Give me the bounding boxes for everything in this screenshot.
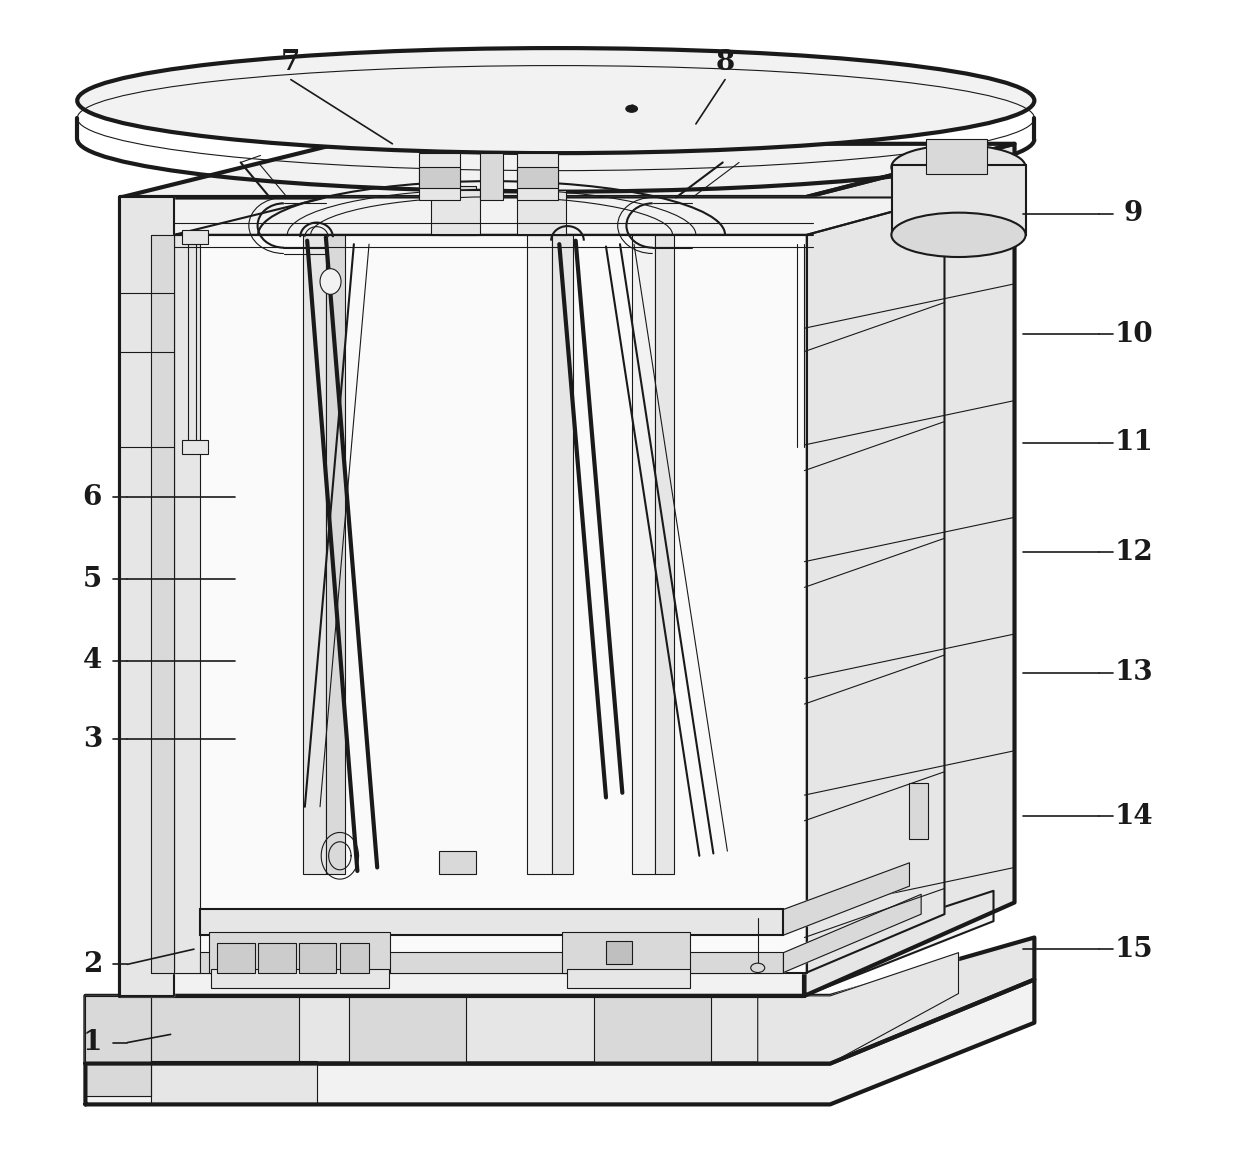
Bar [326, 235, 345, 874]
Polygon shape [151, 235, 174, 972]
Bar [212, 969, 389, 987]
Bar [419, 167, 460, 188]
Text: 1: 1 [83, 1030, 102, 1057]
Bar [926, 139, 987, 174]
Text: 2: 2 [83, 951, 102, 978]
Bar [655, 235, 673, 874]
Bar [419, 153, 460, 200]
Bar [340, 943, 370, 972]
Polygon shape [120, 198, 805, 996]
Polygon shape [151, 1061, 316, 1104]
Polygon shape [594, 996, 711, 1064]
Bar [182, 440, 208, 454]
Bar [432, 191, 480, 235]
Bar [439, 186, 476, 235]
Ellipse shape [77, 48, 1034, 153]
Bar [174, 235, 200, 972]
Text: 15: 15 [1115, 936, 1153, 963]
Bar [200, 951, 784, 972]
Text: 9: 9 [1123, 200, 1143, 227]
Polygon shape [120, 198, 174, 996]
Polygon shape [784, 894, 921, 972]
Bar [200, 909, 784, 935]
Bar [527, 235, 552, 874]
Text: 12: 12 [1115, 539, 1153, 566]
Polygon shape [86, 937, 1034, 1064]
Polygon shape [86, 979, 1034, 1104]
Bar [480, 153, 503, 200]
Ellipse shape [320, 269, 341, 295]
Text: 5: 5 [83, 565, 102, 593]
Bar [217, 943, 254, 972]
Polygon shape [86, 996, 151, 1096]
Bar [439, 851, 476, 874]
Bar [892, 165, 1027, 235]
Bar [552, 235, 573, 874]
Bar [568, 969, 689, 987]
Polygon shape [807, 198, 945, 972]
Bar [517, 153, 558, 200]
Polygon shape [120, 890, 993, 996]
Text: 6: 6 [83, 484, 102, 511]
Text: 13: 13 [1115, 659, 1153, 686]
Polygon shape [805, 144, 1014, 996]
Text: 7: 7 [281, 49, 300, 76]
Polygon shape [174, 235, 807, 972]
Polygon shape [120, 144, 1014, 198]
Text: 14: 14 [1115, 803, 1153, 830]
Ellipse shape [892, 145, 1025, 190]
Bar [210, 931, 391, 972]
Polygon shape [350, 996, 466, 1064]
Polygon shape [174, 198, 945, 235]
Polygon shape [151, 996, 299, 1064]
Text: 8: 8 [715, 49, 734, 76]
Bar [517, 191, 567, 235]
Text: 4: 4 [83, 647, 102, 674]
Text: 11: 11 [1115, 429, 1153, 456]
Ellipse shape [626, 105, 637, 112]
Bar [909, 784, 929, 839]
Bar [562, 931, 689, 972]
Bar [182, 230, 208, 245]
Ellipse shape [750, 963, 765, 972]
Polygon shape [784, 862, 909, 935]
Bar [258, 943, 295, 972]
Text: 3: 3 [83, 725, 102, 752]
Bar [606, 941, 631, 964]
Ellipse shape [892, 213, 1025, 257]
Polygon shape [758, 952, 959, 1064]
Text: 10: 10 [1115, 321, 1153, 347]
Bar [517, 167, 558, 188]
Bar [303, 235, 326, 874]
Bar [631, 235, 655, 874]
Bar [299, 943, 336, 972]
